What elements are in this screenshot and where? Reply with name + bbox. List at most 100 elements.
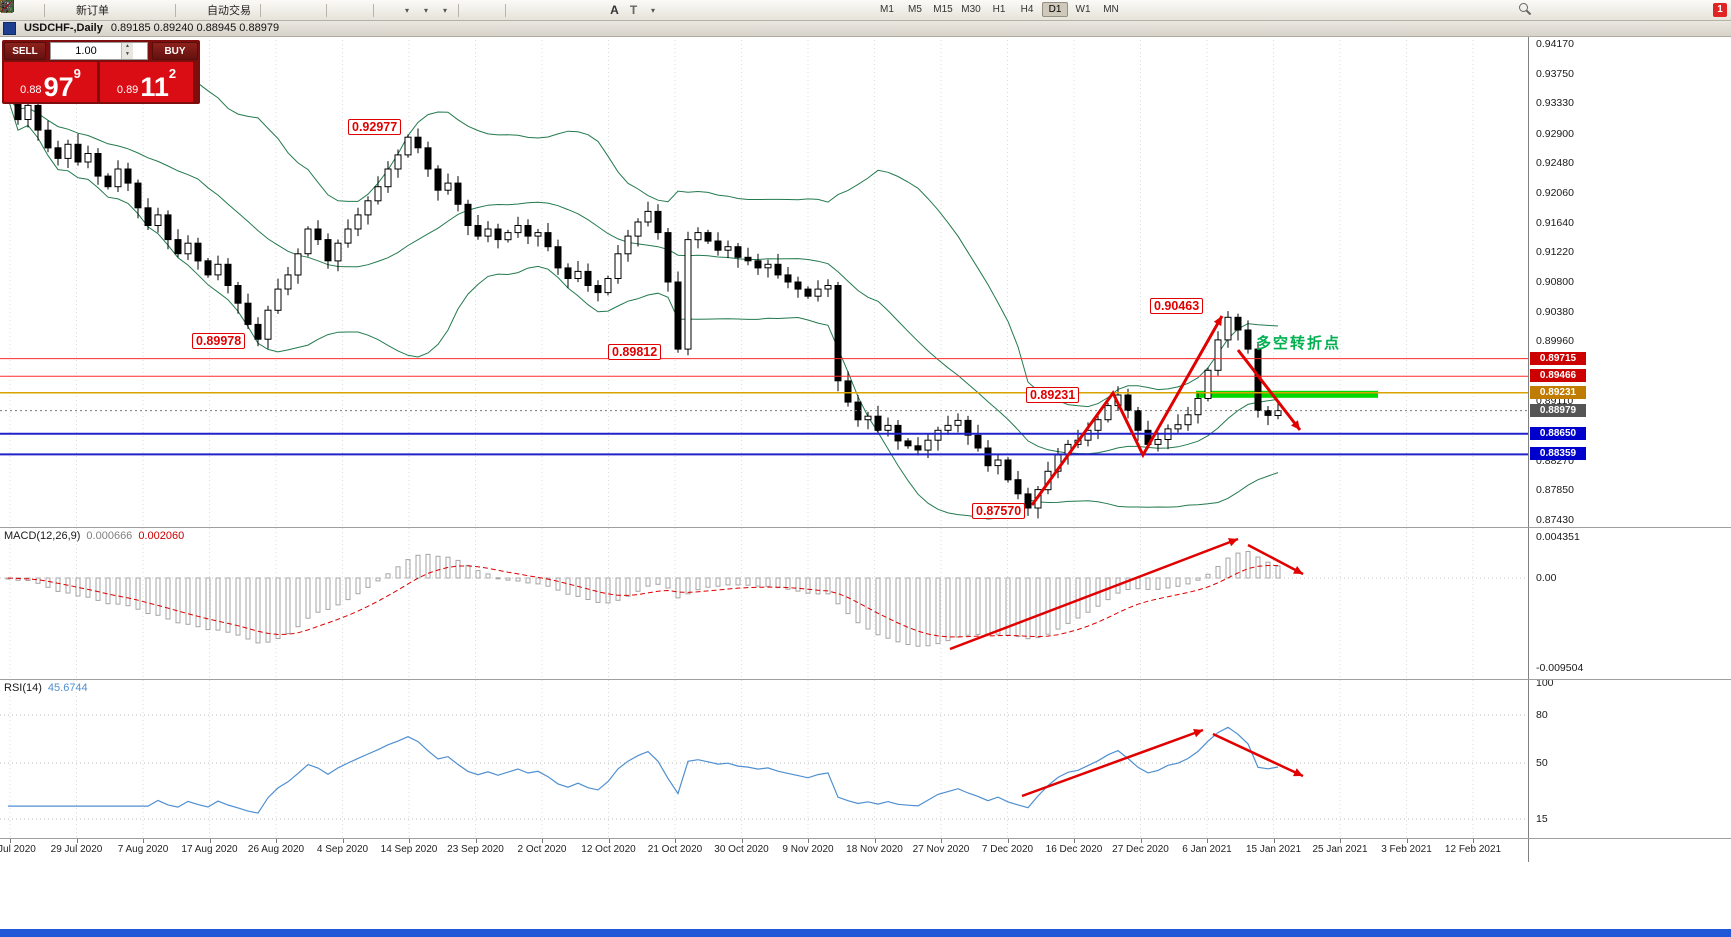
price-axis-tick: 0.92480 xyxy=(1536,157,1574,170)
timeframe-button-mn[interactable]: MN xyxy=(1103,4,1119,15)
channel-icon[interactable] xyxy=(0,2,586,18)
date-axis-tick xyxy=(475,839,477,843)
sell-price-sup: 9 xyxy=(73,66,81,81)
profiles-dropdown-icon[interactable]: ▾ xyxy=(0,0,435,18)
price-axis-tick: 0.91220 xyxy=(1536,246,1574,259)
crosshair-icon[interactable] xyxy=(0,0,501,18)
volume-up-button[interactable]: ▲ xyxy=(122,43,133,51)
new-chart-dropdown-icon[interactable]: ▾ xyxy=(0,1,416,18)
rsi-axis-label: 80 xyxy=(1536,709,1548,721)
macd-panel[interactable]: MACD(12,26,9) 0.000666 0.002060 xyxy=(0,528,1528,679)
panel-splitter[interactable] xyxy=(0,679,1731,680)
chart-title-bar[interactable]: USDCHF-,Daily 0.89185 0.89240 0.88945 0.… xyxy=(0,20,1731,37)
auto-trading-button[interactable]: 自动交易 xyxy=(0,0,256,19)
date-axis-tick xyxy=(1207,839,1208,843)
price-axis-tick: 0.93750 xyxy=(1536,67,1574,80)
horizontal-line-icon[interactable] xyxy=(0,2,548,18)
timeframe-button-m15[interactable]: M15 xyxy=(933,4,953,15)
indicators-dropdown-icon[interactable]: ▾ xyxy=(0,0,454,18)
chart-list-icon[interactable] xyxy=(0,0,40,18)
date-axis-tick xyxy=(542,839,543,843)
rsi-axis-label: 50 xyxy=(1536,757,1548,769)
date-axis-label: 6 Jan 2021 xyxy=(1182,844,1232,855)
rsi-canvas[interactable] xyxy=(0,680,1528,838)
bar-chart-icon[interactable] xyxy=(1,1,284,18)
date-axis-label: 30 Oct 2020 xyxy=(714,844,769,855)
new-order-button[interactable]: 新订单 xyxy=(1,0,114,19)
buy-button[interactable]: BUY xyxy=(152,42,198,60)
sell-price-display[interactable]: 0.88 97 9 xyxy=(4,62,97,102)
trendline-icon[interactable] xyxy=(0,0,567,18)
zoom-out-icon[interactable] xyxy=(1,1,369,18)
search-icon[interactable] xyxy=(1518,2,1537,18)
terminal-icon[interactable] xyxy=(0,0,171,18)
macd-name: MACD(12,26,9) xyxy=(4,530,81,542)
shapes-dropdown-icon[interactable]: ▾ xyxy=(0,1,662,18)
price-callout[interactable]: 0.89812 xyxy=(608,344,662,360)
timeframe-button-m5[interactable]: M5 xyxy=(908,4,922,15)
toolbar-separator xyxy=(373,3,374,17)
line-chart-icon[interactable] xyxy=(0,0,322,18)
date-axis-tick xyxy=(1340,839,1341,843)
navigator-compass-icon[interactable] xyxy=(0,0,133,18)
timeframe-button-w1[interactable]: W1 xyxy=(1075,4,1091,15)
price-callout[interactable]: 0.92977 xyxy=(348,119,402,135)
date-axis-tick xyxy=(1007,839,1009,843)
volume-stepper: ▲ ▼ xyxy=(50,42,148,60)
turning-point-annotation[interactable]: 多空转折点 xyxy=(1256,335,1342,352)
timeframe-button-h1[interactable]: H1 xyxy=(992,4,1006,15)
timeframe-button-h4[interactable]: H4 xyxy=(1020,4,1034,15)
cursor-icon[interactable] xyxy=(2,0,482,18)
notification-badge[interactable]: 1 xyxy=(1713,3,1727,17)
text-icon[interactable]: A xyxy=(610,3,619,17)
date-axis-tick xyxy=(1406,839,1408,843)
volume-down-button[interactable]: ▼ xyxy=(122,51,133,59)
price-axis-tick: 0.87430 xyxy=(1536,514,1574,526)
zoom-in-icon[interactable] xyxy=(1,1,350,18)
price-axis[interactable]: 0.94170 0.93750 0.93330 0.92900 0.92480 0.920… xyxy=(1528,36,1731,862)
vertical-line-icon[interactable] xyxy=(3,0,529,18)
macd-canvas[interactable] xyxy=(0,528,1528,679)
date-axis-tick xyxy=(741,839,743,843)
sell-button[interactable]: SELL xyxy=(4,42,46,60)
fibonacci-icon[interactable] xyxy=(0,0,605,18)
main-chart-area[interactable]: 0.92977 0.89978 0.89812 0.89231 0.90463 0.875… xyxy=(0,36,1528,527)
main-toolbar: 新订单 自动交易 xyxy=(0,0,1731,21)
price-callout[interactable]: 0.87570 xyxy=(972,503,1026,519)
price-callout[interactable]: 0.89978 xyxy=(192,333,246,349)
price-axis-tick: 0.94170 xyxy=(1536,38,1574,50)
panel-splitter[interactable] xyxy=(0,527,1731,528)
macd-label: MACD(12,26,9) 0.000666 0.002060 xyxy=(4,530,184,542)
date-axis-tick xyxy=(874,839,876,843)
candlestick-chart-icon[interactable] xyxy=(1,0,303,18)
toolbar-separator xyxy=(458,3,459,17)
date-axis-label: 14 Sep 2020 xyxy=(380,844,438,855)
toolbar-separator xyxy=(44,3,45,17)
date-axis[interactable]: 20 Jul 2020 29 Jul 2020 7 Aug 2020 17 Aug 2… xyxy=(0,839,1731,862)
tile-windows-icon[interactable] xyxy=(0,0,397,18)
rsi-name: RSI(14) xyxy=(4,682,42,694)
price-callout[interactable]: 0.89231 xyxy=(1026,387,1080,403)
date-axis-label: 4 Sep 2020 xyxy=(316,844,369,855)
text-label-icon[interactable]: T xyxy=(629,3,638,17)
timeframe-button-m1[interactable]: M1 xyxy=(880,4,894,15)
date-axis-label: 12 Feb 2021 xyxy=(1444,844,1502,855)
history-book-icon[interactable] xyxy=(0,1,152,18)
date-axis-label: 7 Dec 2020 xyxy=(981,844,1034,855)
timeframe-button-m30[interactable]: M30 xyxy=(961,4,981,15)
rsi-axis-label: 15 xyxy=(1536,813,1548,825)
price-axis-tick: 0.93330 xyxy=(1536,97,1574,110)
date-axis-label: 20 Jul 2020 xyxy=(0,844,36,855)
new-order-label: 新订单 xyxy=(76,5,109,17)
date-axis-tick xyxy=(675,839,676,843)
price-callout[interactable]: 0.90463 xyxy=(1150,298,1204,314)
macd-value-main: 0.000666 xyxy=(86,530,133,542)
buy-price-display[interactable]: 0.89 11 2 xyxy=(100,62,193,102)
volume-input[interactable] xyxy=(51,43,121,59)
rsi-panel[interactable]: RSI(14) 45.6744 xyxy=(0,680,1528,838)
date-axis-tick xyxy=(209,839,211,843)
date-axis-label: 3 Feb 2021 xyxy=(1381,844,1432,855)
main-chart-canvas[interactable] xyxy=(0,36,1528,527)
date-axis-tick xyxy=(342,839,344,843)
timeframe-button-d1[interactable]: D1 xyxy=(1042,2,1068,17)
